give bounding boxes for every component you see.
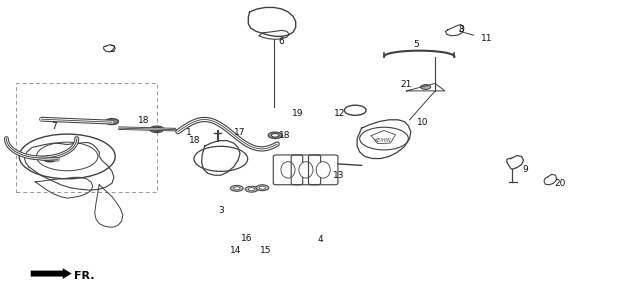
Text: 20: 20 — [554, 179, 566, 188]
Ellipse shape — [299, 162, 313, 178]
Circle shape — [44, 156, 56, 162]
Text: 5: 5 — [413, 40, 419, 49]
Text: 21: 21 — [401, 80, 412, 89]
Circle shape — [152, 127, 161, 131]
Text: 7: 7 — [52, 122, 57, 131]
Circle shape — [256, 185, 269, 191]
Text: 15: 15 — [260, 246, 271, 255]
Text: 12: 12 — [333, 109, 345, 118]
Circle shape — [230, 185, 243, 191]
Circle shape — [268, 132, 282, 139]
Circle shape — [150, 126, 164, 133]
Circle shape — [234, 187, 240, 190]
Circle shape — [245, 186, 258, 192]
Text: FR.: FR. — [74, 271, 94, 281]
Text: 10: 10 — [417, 118, 428, 127]
Text: 8: 8 — [458, 25, 463, 34]
Text: 6: 6 — [279, 37, 284, 46]
Text: 2: 2 — [109, 45, 115, 54]
Polygon shape — [31, 268, 72, 279]
Ellipse shape — [281, 162, 295, 178]
Text: 18: 18 — [189, 136, 201, 145]
Text: KEIHIN: KEIHIN — [374, 138, 391, 142]
Text: 9: 9 — [522, 165, 527, 174]
Text: 18: 18 — [279, 131, 291, 140]
Circle shape — [106, 119, 118, 125]
Bar — [16, 83, 157, 192]
Ellipse shape — [316, 162, 330, 178]
Text: 3: 3 — [218, 206, 223, 215]
Text: 14: 14 — [230, 246, 241, 255]
Text: 18: 18 — [138, 116, 150, 125]
Text: 16: 16 — [241, 234, 252, 243]
Circle shape — [420, 85, 431, 89]
Circle shape — [271, 134, 279, 137]
Circle shape — [248, 188, 255, 191]
Text: 4: 4 — [317, 235, 323, 244]
Text: 11: 11 — [481, 34, 492, 43]
Text: 13: 13 — [333, 171, 345, 180]
Text: 1: 1 — [186, 128, 191, 137]
Text: 17: 17 — [234, 128, 246, 137]
Text: 19: 19 — [292, 109, 303, 118]
Circle shape — [259, 186, 266, 189]
